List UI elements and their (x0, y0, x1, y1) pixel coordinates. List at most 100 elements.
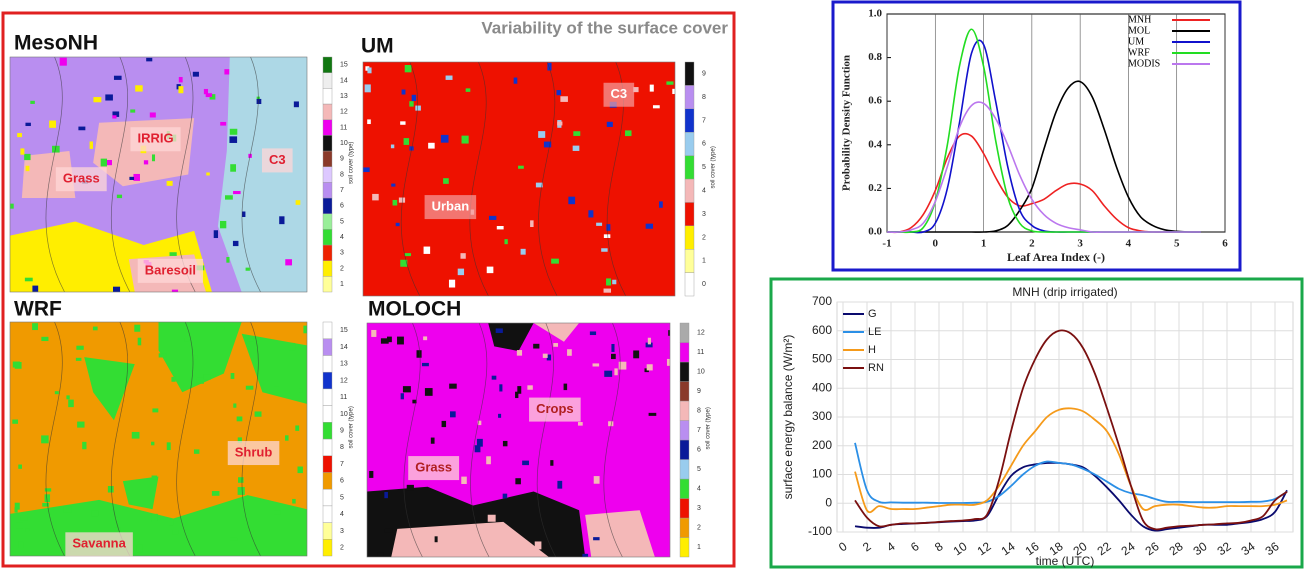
colorbar-segment (322, 88, 333, 105)
colorbar-segment (322, 213, 333, 230)
colorbar-segment (679, 459, 690, 480)
colorbar-tick-label: 1 (697, 544, 701, 551)
map-speckle (423, 336, 428, 341)
region-label: IRRIG (137, 131, 173, 146)
contour (241, 57, 261, 292)
colorbar-segment (679, 400, 690, 421)
colorbar-segment (679, 361, 690, 382)
map-speckle (151, 513, 158, 522)
map-speckle (113, 286, 121, 292)
map-speckle (606, 121, 613, 127)
map-speckle (292, 498, 296, 504)
series-line (854, 329, 1288, 531)
map-speckle (30, 100, 35, 104)
map-speckle (543, 141, 552, 148)
map-speckle (295, 425, 300, 431)
colorbar-segment (322, 150, 333, 167)
colorbar-tick-label: 8 (697, 408, 701, 415)
colorbar-tick-label: 3 (702, 211, 706, 218)
map-speckle (149, 112, 156, 118)
colorbar-tick-label: 4 (702, 188, 706, 195)
map-speckle (474, 445, 481, 453)
map-speckle (402, 386, 411, 393)
map-speckle (614, 368, 618, 376)
colorbar-segment (322, 371, 333, 390)
map-speckle (93, 97, 102, 103)
map-speckle (461, 135, 469, 144)
colorbar-segment (322, 72, 333, 89)
region-label: Shrub (235, 444, 273, 459)
map-speckle (486, 456, 491, 465)
map-speckle (415, 554, 422, 557)
map-speckle (206, 172, 210, 176)
contour (45, 57, 65, 292)
map-speckle (384, 492, 388, 499)
colorbar-segment (322, 405, 333, 423)
x-tick-label: 3 (1077, 238, 1083, 250)
map-speckle (633, 350, 640, 359)
contour (176, 322, 196, 556)
colorbar-tick-label: 9 (340, 427, 344, 434)
map-speckle (171, 289, 179, 292)
legend-label: H (868, 344, 876, 356)
colorbar-tick-label: 10 (340, 140, 348, 147)
map-speckle (556, 90, 562, 96)
map-speckle (465, 88, 471, 92)
map-region (217, 57, 307, 292)
map-speckle (52, 145, 60, 153)
map-speckle (450, 411, 456, 418)
colorbar-segment (684, 225, 695, 250)
map-speckle (224, 69, 230, 75)
map-speckle (647, 337, 651, 345)
map-speckle (213, 230, 219, 239)
map-speckle (113, 75, 122, 80)
contour (403, 323, 423, 557)
map-speckle (646, 364, 653, 371)
colorbar-segment (322, 472, 333, 490)
map-speckle (238, 477, 244, 483)
map-speckle (136, 544, 143, 553)
map-speckle (18, 541, 24, 548)
region-label-box (261, 148, 293, 173)
map-speckle (520, 248, 526, 255)
map-speckle (645, 223, 654, 229)
map-speckle (649, 84, 654, 92)
map-speckle (518, 165, 524, 169)
x-tick-label: 2 (1029, 238, 1035, 250)
map-speckle (91, 510, 99, 517)
map-speckle (236, 416, 243, 422)
map-speckle (100, 158, 108, 167)
region-label-box (408, 456, 460, 481)
colorbar-segment (322, 56, 333, 73)
map-speckle (430, 437, 435, 444)
map-speckle (434, 536, 438, 543)
colorbar-tick-label: 3 (340, 528, 344, 535)
contour (110, 322, 131, 556)
map-speckle (588, 210, 594, 218)
map-speckle (363, 167, 370, 173)
y-tick-label: 0.0 (868, 226, 882, 238)
colorbar-tick-label: 11 (340, 124, 347, 131)
region-label-box (603, 82, 635, 107)
colorbar-segment (322, 455, 333, 473)
map-speckle (443, 178, 449, 184)
chart-title: MNH (drip irrigated) (1012, 285, 1117, 299)
legend-label: MOL (1128, 25, 1150, 36)
colorbar-tick-label: 7 (702, 117, 706, 124)
series-line (886, 101, 1201, 233)
colorbar-tick-label: 2 (697, 525, 701, 532)
map-speckle (601, 248, 608, 252)
map-speckle (386, 336, 392, 343)
map-speckle (400, 393, 404, 400)
map-speckle (486, 266, 494, 274)
map-speckle (295, 200, 301, 205)
y-tick-label: 0.8 (868, 51, 882, 63)
region-label: Grass (63, 171, 100, 186)
colorbar-tick-label: 8 (340, 171, 344, 178)
x-tick-label: 6 (1222, 238, 1228, 250)
map-speckle (542, 353, 548, 358)
map-speckle (504, 239, 508, 245)
map-speckle (20, 516, 28, 521)
map-speckle (254, 411, 262, 417)
map-region (391, 521, 549, 557)
